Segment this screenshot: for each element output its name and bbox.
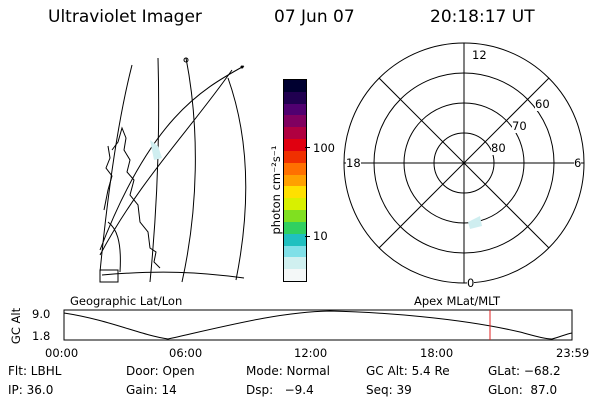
colorbar-tick-100: 100: [313, 141, 335, 155]
colorbar-band: [284, 91, 306, 104]
colorbar-tick-10: 10: [313, 229, 328, 243]
seq-info: Seq: 39: [366, 383, 412, 397]
aurora-spot-polar: [468, 216, 482, 229]
colorbar-band: [284, 257, 306, 270]
aurora-spot: [150, 140, 162, 160]
colorbar-band: [284, 233, 306, 246]
alt-tick-9: 9.0: [32, 307, 51, 321]
mlt-label-12: 12: [472, 48, 487, 62]
colorbar-band: [284, 221, 306, 234]
mlat-label-60: 60: [535, 97, 550, 111]
colorbar-band: [284, 127, 306, 140]
colorbar-band: [284, 174, 306, 187]
colorbar-band: [284, 80, 306, 92]
mlat-label-80: 80: [491, 141, 506, 155]
ip-info: IP: 36.0: [8, 383, 54, 397]
filter-info: Flt: LBHL: [8, 364, 62, 378]
colorbar-band: [284, 139, 306, 151]
colorbar-band: [284, 162, 306, 175]
gain-info: Gain: 14: [126, 383, 177, 397]
colorbar-band: [284, 186, 306, 199]
glat-info: GLat: −68.2: [488, 364, 561, 378]
dsp-info: Dsp: −9.4: [246, 383, 314, 397]
colorbar-band: [284, 198, 306, 211]
alt-tick-1-8: 1.8: [32, 329, 51, 343]
date-label: 07 Jun 07: [274, 7, 355, 27]
colorbar-band: [284, 245, 306, 258]
colorbar-band: [284, 150, 306, 163]
colorbar-band: [284, 269, 306, 282]
colorbar-band: [284, 103, 306, 116]
colorbar-band: [284, 210, 306, 222]
gc-alt-info: GC Alt: 5.4 Re: [366, 364, 450, 378]
time-tick-0600: 06:00: [169, 346, 203, 360]
colorbar: [283, 79, 307, 282]
time-tick-1800: 18:00: [420, 346, 454, 360]
time-tick-1200: 12:00: [294, 346, 328, 360]
time-tick-0000: 00:00: [45, 346, 79, 360]
mode-info: Mode: Normal: [246, 364, 330, 378]
mlt-label-6: 6: [574, 156, 582, 170]
glon-info: GLon: 87.0: [488, 383, 558, 397]
door-info: Door: Open: [126, 364, 195, 378]
apex-panel-label: Apex MLat/MLT: [414, 294, 501, 308]
time-label: 20:18:17 UT: [430, 7, 535, 27]
geographic-panel-label: Geographic Lat/Lon: [70, 294, 183, 308]
instrument-title: Ultraviolet Imager: [48, 7, 202, 27]
mlt-label-18: 18: [346, 156, 361, 170]
time-tick-2359: 23:59: [556, 346, 590, 360]
colorbar-band: [284, 115, 306, 128]
mlt-label-0: 0: [467, 276, 475, 290]
mlat-label-70: 70: [512, 119, 527, 133]
